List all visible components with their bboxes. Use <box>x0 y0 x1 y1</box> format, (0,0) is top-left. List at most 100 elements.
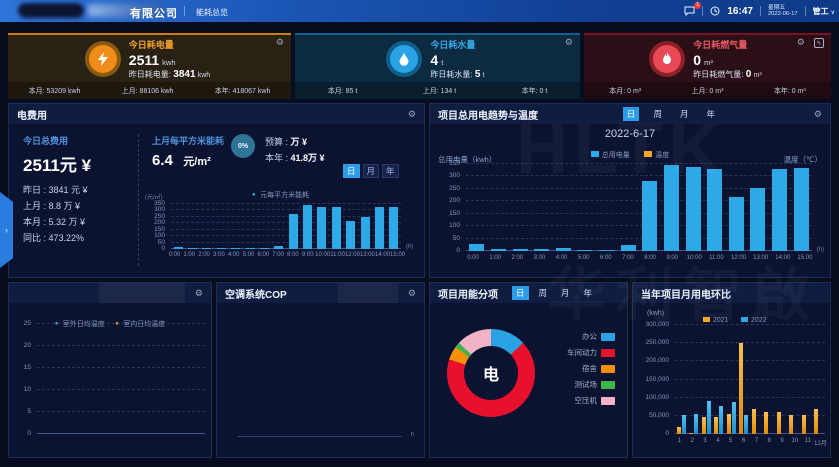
tab-day[interactable]: 日 <box>343 164 360 178</box>
mini-chart-y-unit: (元/㎡) <box>145 195 163 201</box>
budget-label: 预算 : <box>265 137 289 147</box>
tab-day[interactable]: 日 <box>512 286 529 300</box>
kpi-footer-lastmonth: 上月: 0 m³ <box>691 87 724 95</box>
x-axis-label: 6:00 <box>257 252 270 258</box>
x-axis-label: 2 <box>690 438 694 444</box>
bar <box>750 187 766 251</box>
tab-week[interactable]: 周 <box>538 288 548 298</box>
y-tick-label: 250,000 <box>645 339 670 347</box>
grid-line <box>171 222 401 224</box>
chevron-right-icon: › <box>5 225 8 235</box>
bar <box>726 414 731 434</box>
y-tick-label: 5 <box>27 408 31 415</box>
bar-group <box>701 401 711 434</box>
y-tick-label: 200 <box>154 219 165 227</box>
panel-electricity-cost: 电费用 ⚙ 今日总费用 2511元 ¥ 昨日 : 3841 元 ¥ 上月 : 8… <box>8 103 425 278</box>
tab-year[interactable]: 年 <box>382 164 399 178</box>
kpi-sub-label: 昨日耗燃气量: <box>693 69 744 79</box>
budget-row: 预算 : 万 ¥ <box>265 135 307 148</box>
panel-header: ⚙ <box>9 283 211 303</box>
legend-label-indoor: 室内日均温度 <box>123 321 166 328</box>
tab-month[interactable]: 月 <box>362 164 380 178</box>
bar <box>577 249 593 251</box>
gear-icon[interactable]: ⚙ <box>194 288 203 298</box>
bar-group <box>751 409 761 434</box>
bar <box>389 206 399 249</box>
gear-icon[interactable]: ⚙ <box>796 37 805 47</box>
tab-year[interactable]: 年 <box>583 288 593 298</box>
panel-monthly-comparison: 当年项目月用电环比 (kwh) 2021 2022 0 50,000 100,000… <box>632 282 831 458</box>
kpi-sub-unit: kwh <box>197 71 211 79</box>
y-tick-label: 350 <box>449 160 460 167</box>
today-cost-label: 今日总费用 <box>23 136 69 146</box>
grid-line <box>37 367 205 368</box>
x-axis-label: 11:00 <box>709 255 724 261</box>
budget-progress-value: 0% <box>237 142 249 150</box>
mini-chart-x-axis: 0:00 1:00 2:00 3:00 4:00 5:00 6:00 7:00 8:00 9:00… <box>167 252 405 258</box>
message-icon[interactable]: 1 <box>684 2 702 16</box>
panel-energy-distribution: 项目用能分项 日 周 月 年 电 办公 车间动力 宿舍 测试场 空压机 <box>429 282 628 458</box>
mini-chart-x-unit: (h) <box>406 244 414 250</box>
x-axis: 1 2 3 4 5 6 7 8 9 10 11 12月 <box>673 438 827 447</box>
grid-line <box>675 396 825 398</box>
bar-series <box>675 325 825 434</box>
y-tick-label: 50,000 <box>649 411 669 419</box>
y-tick-label: 100,000 <box>645 393 670 401</box>
gear-icon[interactable]: ⚙ <box>813 109 822 119</box>
x-axis-label: 8 <box>767 438 771 444</box>
bar <box>274 246 284 249</box>
gear-icon[interactable]: ⚙ <box>407 109 416 119</box>
gear-icon[interactable]: ⚙ <box>564 37 573 47</box>
legend-swatch-2022 <box>741 317 749 322</box>
bar <box>188 247 198 249</box>
y-tick-label: 300 <box>449 172 460 180</box>
menu-energy-overview[interactable]: 能耗总览 <box>196 8 228 17</box>
legend-label-2022: 2022 <box>751 317 767 324</box>
x-axis-label: 12:00 <box>731 255 747 261</box>
kpi-footer: 本月: 85 t 上月: 134 t 本年: 0 t <box>295 82 580 99</box>
kpi-sub-value: 5 <box>474 68 481 80</box>
x-axis-label: 11:00 <box>330 252 345 258</box>
pie-legend-swatch <box>601 396 615 405</box>
x-axis-label: 13:00 <box>359 252 375 258</box>
flame-icon <box>653 44 682 73</box>
cop-chart-baseline <box>237 436 402 437</box>
period-tabs: 日 周 月 年 <box>622 107 719 121</box>
sidebar-expander[interactable]: › <box>0 192 13 268</box>
grid-line <box>675 414 825 416</box>
y-tick-label: 0 <box>456 247 460 254</box>
bar-group <box>764 412 773 434</box>
y-tick-label: 300 <box>154 206 165 214</box>
tab-month[interactable]: 月 <box>561 288 570 298</box>
gear-icon[interactable]: ⚙ <box>407 288 416 298</box>
sqm-block: 上月每平方米能耗 6.4 元/m² <box>152 134 224 170</box>
kpi-footer-lastmonth: 上月: 88106 kwh <box>121 87 174 95</box>
kpi-footer-lastmonth: 上月: 134 t <box>422 87 457 95</box>
grid-line <box>466 163 812 164</box>
bar-group <box>789 414 798 434</box>
pie-legend-swatch <box>601 348 615 357</box>
pie-legend-row: 空压机 <box>567 395 615 406</box>
edit-icon[interactable]: ✎ <box>814 38 824 48</box>
pie-legend-label: 测试场 <box>574 380 598 389</box>
kpi-footer-month: 本月: 0 m³ <box>609 87 642 95</box>
grid-line <box>171 228 401 230</box>
today-cost-block: 今日总费用 2511元 ¥ 昨日 : 3841 元 ¥ 上月 : 8.8 万 ¥… <box>23 134 91 246</box>
y-axis-label-right: 温度（℃） <box>783 155 822 164</box>
tab-year[interactable]: 年 <box>706 109 715 119</box>
y-tick-label: 350 <box>154 200 165 207</box>
grid-line <box>171 209 401 211</box>
kpi-unit: kwh <box>162 57 176 67</box>
bar <box>173 247 183 249</box>
gear-icon[interactable]: ⚙ <box>275 37 284 47</box>
y-tick-label: 50 <box>452 234 460 242</box>
pie-legend-swatch <box>601 332 615 341</box>
panel-title: 当年项目月用电环比 <box>641 289 731 301</box>
tab-month[interactable]: 月 <box>679 109 689 119</box>
user-menu[interactable]: 管工 ∨ <box>813 6 835 17</box>
panel-title: 项目总用电趋势与温度 <box>438 110 538 122</box>
tab-week[interactable]: 周 <box>653 109 662 119</box>
bar <box>801 414 806 434</box>
tab-day[interactable]: 日 <box>622 107 640 121</box>
bar <box>599 249 615 251</box>
